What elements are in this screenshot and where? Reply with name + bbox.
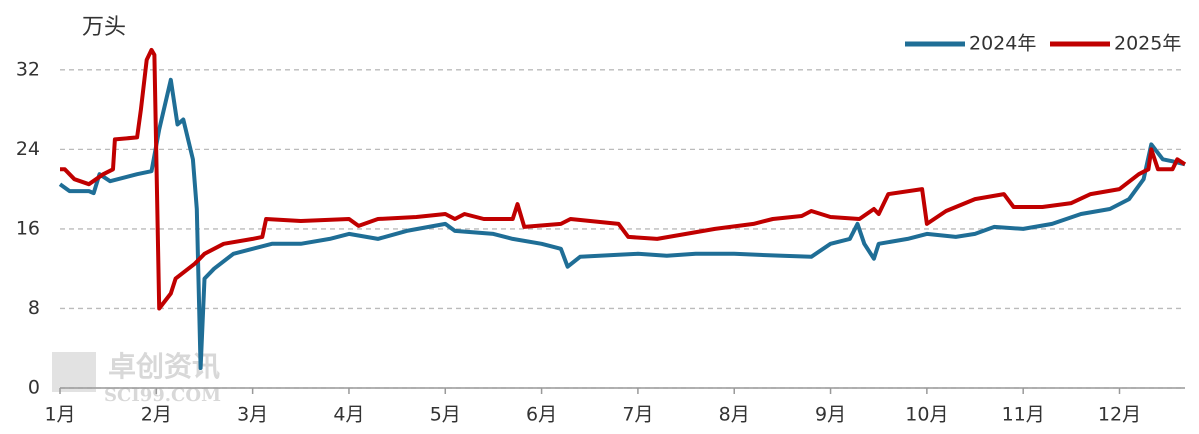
x-tick-label: 4月 (333, 404, 364, 426)
x-tick-label: 9月 (815, 404, 846, 426)
x-tick-label: 6月 (526, 404, 557, 426)
legend-label: 2024年 (969, 33, 1036, 55)
y-tick-label: 8 (28, 297, 40, 319)
x-tick-label: 1月 (44, 404, 75, 426)
y-unit: 万头 (82, 15, 126, 40)
y-tick-label: 32 (16, 58, 40, 80)
legend-label: 2025年 (1114, 33, 1181, 55)
watermark: 卓创资讯 (108, 350, 220, 383)
y-tick-label: 0 (28, 377, 40, 399)
y-tick-label: 16 (16, 217, 40, 239)
series-line (58, 77, 1186, 371)
x-tick-label: 3月 (237, 404, 268, 426)
x-tick-label: 2月 (141, 404, 172, 426)
x-tick-label: 12月 (1098, 404, 1141, 426)
x-tick-label: 7月 (622, 404, 653, 426)
x-tick-label: 5月 (430, 404, 461, 426)
series-line (60, 47, 1187, 311)
x-tick-label: 10月 (905, 404, 948, 426)
x-tick-label: 11月 (1002, 404, 1045, 426)
watermark: SCI99.COM (104, 385, 221, 406)
y-tick-label: 24 (16, 138, 40, 160)
watermark-logo (52, 352, 96, 392)
x-tick-label: 8月 (719, 404, 750, 426)
